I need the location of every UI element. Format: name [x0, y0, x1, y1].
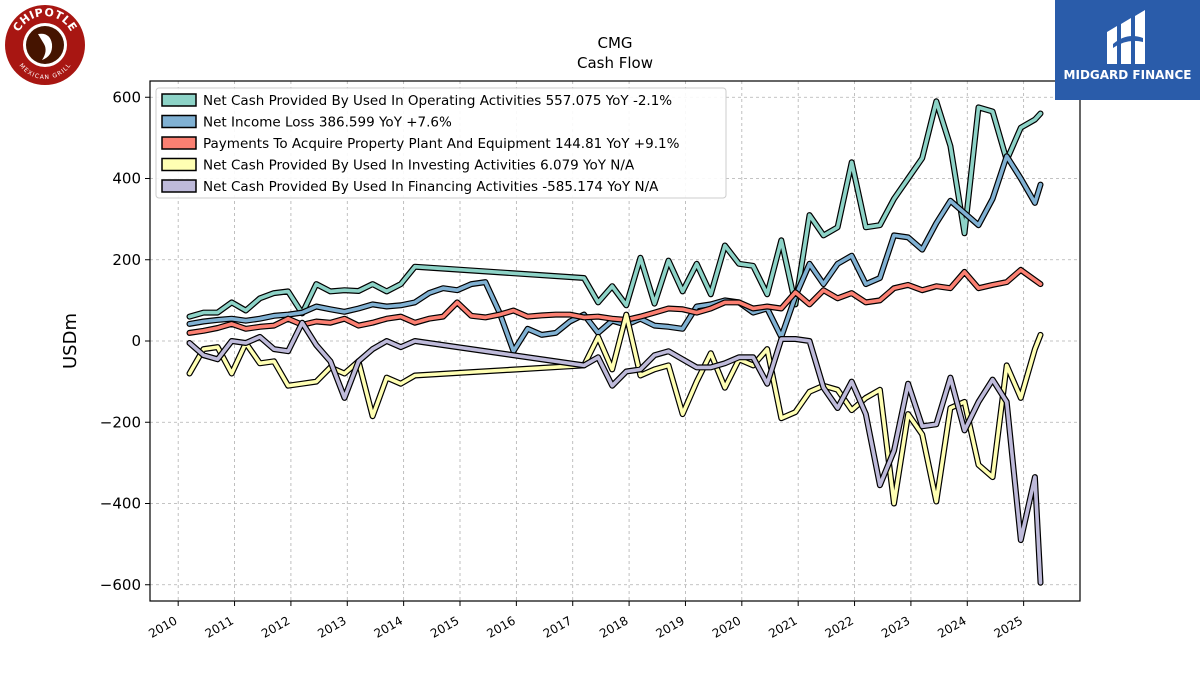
legend-swatch-1	[161, 114, 197, 129]
series-line-4	[187, 320, 1043, 585]
chart-subtitle: Cash Flow	[577, 54, 653, 72]
x-tick-label: 2012	[259, 613, 292, 640]
brand-name: MIDGARD FINANCE	[1063, 68, 1192, 82]
x-tick-label: 2015	[428, 613, 461, 640]
series-line-2	[187, 268, 1043, 335]
y-axis-ticks: −600 −400 −200 0 200 400 600	[100, 88, 150, 594]
chart-title: CMG	[597, 34, 632, 52]
chipotle-logo: CHIPOTLE MEXICAN GRILL	[5, 5, 85, 85]
y-axis-label: USDm	[60, 313, 81, 369]
pepper-icon	[38, 33, 53, 60]
chart-legend: Net Cash Provided By Used In Operating A…	[155, 87, 727, 199]
series-line-3	[187, 312, 1043, 506]
x-tick-label: 2019	[654, 613, 687, 640]
legend-label-3: Net Cash Provided By Used In Investing A…	[203, 158, 635, 174]
x-tick-label: 2023	[879, 613, 912, 640]
y-tick-label: 0	[131, 332, 141, 350]
y-tick-label: 600	[112, 88, 141, 106]
legend-box	[155, 87, 727, 199]
legend-label-0: Net Cash Provided By Used In Operating A…	[203, 93, 672, 109]
x-axis-ticks: 2010 2011 2012 2013 2014 2015 2016 2017 2018 2019…	[146, 601, 1025, 641]
x-tick-label: 2013	[315, 613, 348, 640]
midgard-finance-brand: MIDGARD FINANCE	[1055, 0, 1200, 100]
legend-label-1: Net Income Loss 386.599 YoY +7.6%	[203, 115, 452, 131]
x-tick-label: 2021	[766, 613, 799, 640]
x-tick-label: 2014	[372, 613, 405, 640]
y-tick-label: 200	[112, 251, 141, 269]
legend-swatch-0	[161, 93, 197, 107]
x-tick-label: 2020	[710, 613, 743, 640]
x-tick-label: 2025	[992, 613, 1025, 640]
x-tick-label: 2018	[597, 613, 630, 640]
y-tick-label: 400	[112, 170, 141, 188]
x-tick-label: 2010	[146, 613, 179, 640]
y-tick-label: −400	[100, 495, 141, 513]
series-lines	[186, 98, 1044, 586]
x-tick-label: 2016	[484, 613, 517, 640]
legend-label-4: Net Cash Provided By Used In Financing A…	[203, 179, 659, 195]
x-tick-label: 2024	[935, 613, 968, 640]
midgard-logo-icon	[1107, 10, 1145, 64]
y-tick-label: −600	[100, 576, 141, 594]
legend-swatch-3	[161, 157, 197, 172]
y-tick-label: −200	[100, 413, 141, 431]
legend-swatch-2	[161, 136, 197, 150]
x-tick-label: 2011	[203, 613, 236, 640]
series-line-0	[187, 99, 1043, 319]
x-tick-label: 2017	[541, 613, 574, 640]
series-line-1	[187, 154, 1043, 354]
legend-swatch-4	[161, 179, 197, 193]
x-tick-label: 2022	[823, 613, 856, 640]
legend-label-2: Payments To Acquire Property Plant And E…	[203, 136, 680, 152]
